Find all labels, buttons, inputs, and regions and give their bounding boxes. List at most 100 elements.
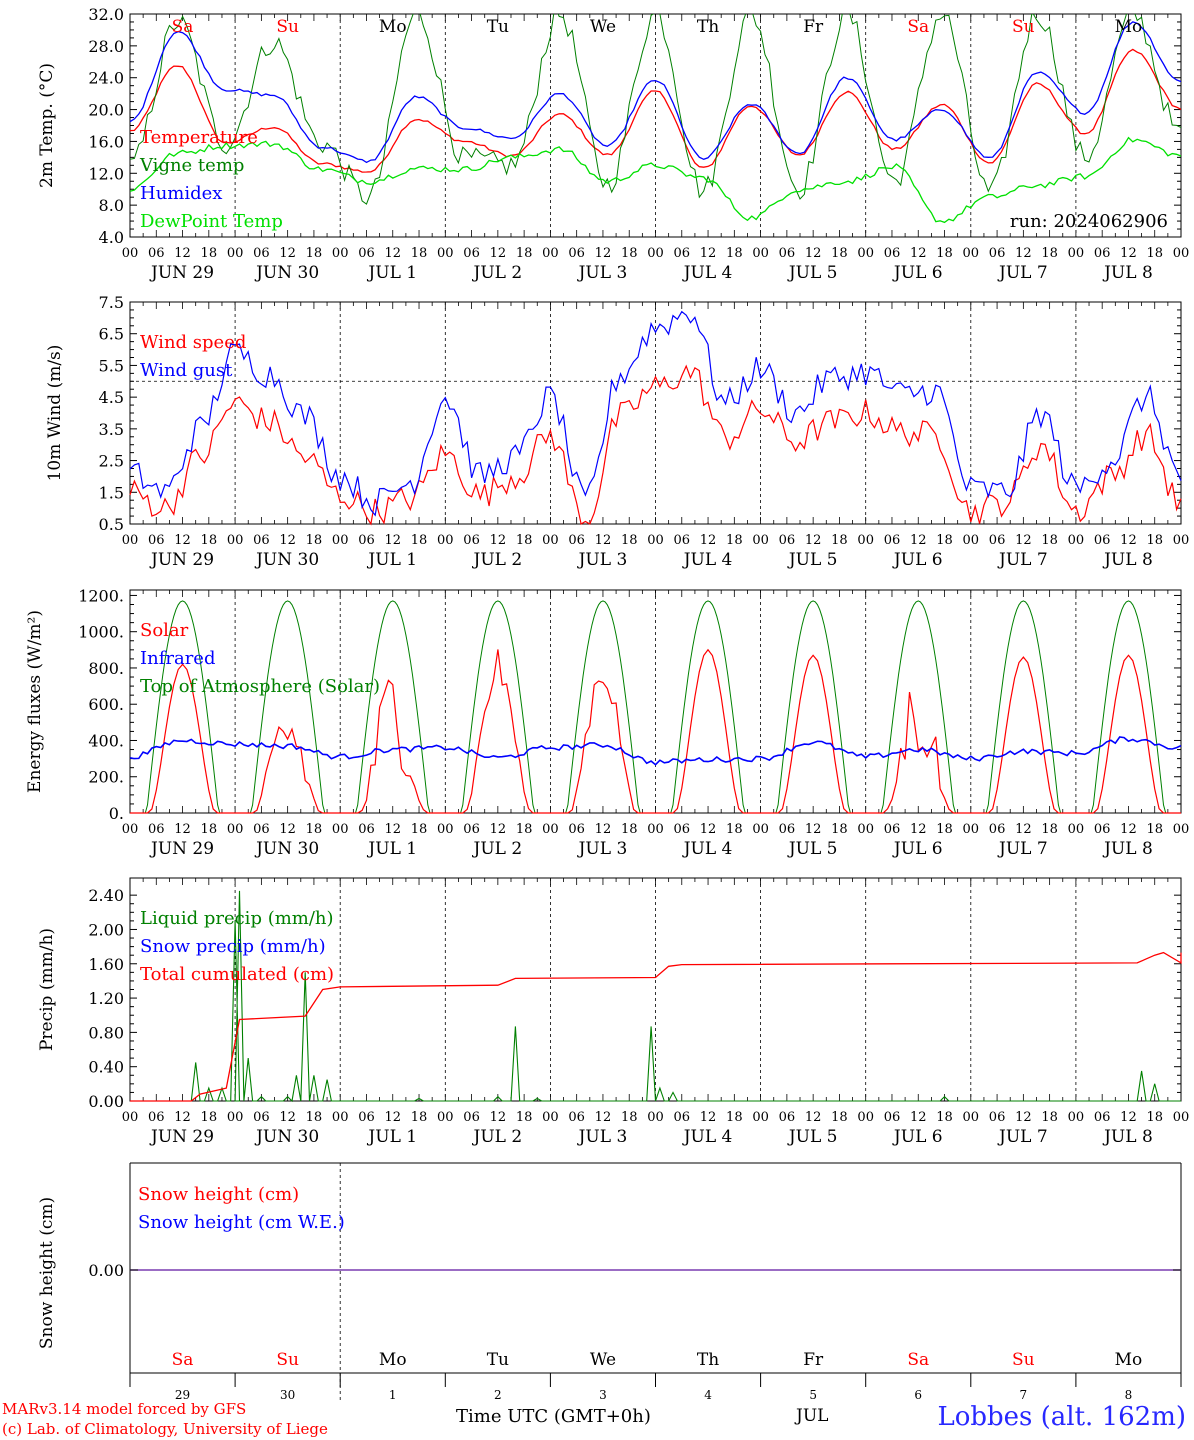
hour-label: 06 — [989, 533, 1006, 548]
hour-label: 12 — [910, 533, 927, 548]
hour-label: 00 — [1068, 246, 1085, 261]
hour-label: 00 — [227, 533, 244, 548]
hour-label: 00 — [1068, 533, 1085, 548]
hour-label: 12 — [174, 533, 191, 548]
day-name-top: We — [590, 17, 616, 37]
hour-label: 00 — [542, 822, 559, 837]
date-label: JUL 1 — [366, 263, 417, 283]
hour-label: 12 — [595, 822, 612, 837]
hour-label: 06 — [989, 822, 1006, 837]
date-label: JUN 30 — [254, 263, 319, 283]
day-name-bottom: We — [590, 1350, 616, 1370]
hour-label: 18 — [306, 533, 323, 548]
hour-label: 12 — [805, 822, 822, 837]
hour-label: 18 — [1146, 822, 1163, 837]
hour-label: 18 — [831, 1110, 848, 1125]
y-tick-label: 1000. — [78, 623, 124, 642]
hour-label: 18 — [936, 533, 953, 548]
panel-5: 0.00 Snow height (cm) Snow height (cm) Snow… — [37, 1162, 1182, 1402]
hour-label: 18 — [411, 1110, 428, 1125]
hour-label: 12 — [174, 246, 191, 261]
hour-label: 18 — [201, 533, 218, 548]
hour-label: 12 — [490, 1110, 507, 1125]
hour-label: 12 — [910, 246, 927, 261]
day-name-top: Fr — [803, 17, 824, 37]
hour-label: 00 — [122, 246, 139, 261]
legend-solar: Solar — [140, 620, 189, 641]
date-label: JUL 8 — [1102, 263, 1153, 283]
y-tick-label: 0.80 — [88, 1023, 124, 1042]
hour-label: 12 — [595, 246, 612, 261]
hour-label: 06 — [674, 246, 691, 261]
hour-label: 12 — [279, 1110, 296, 1125]
hour-label: 12 — [910, 1110, 927, 1125]
day-name-top: Sa — [907, 17, 929, 37]
hour-label: 00 — [647, 1110, 664, 1125]
hour-label: 12 — [805, 1110, 822, 1125]
hour-label: 12 — [384, 1110, 401, 1125]
hour-label: 18 — [516, 822, 533, 837]
hour-label: 12 — [1120, 822, 1137, 837]
y-tick-label: 1.5 — [99, 483, 124, 502]
date-label: JUN 29 — [149, 839, 214, 859]
credit-line-2: (c) Lab. of Climatology, University of L… — [2, 1420, 328, 1438]
hour-label: 18 — [201, 1110, 218, 1125]
hour-label: 00 — [647, 822, 664, 837]
hour-label: 06 — [358, 533, 375, 548]
series-total-cumulated — [130, 951, 1182, 1102]
y-tick-label: 2.5 — [99, 452, 124, 471]
hour-label: 00 — [227, 822, 244, 837]
hour-label: 06 — [674, 822, 691, 837]
hour-label: 00 — [332, 1110, 349, 1125]
hour-label: 12 — [700, 533, 717, 548]
y-tick-label: 1.20 — [88, 989, 124, 1008]
date-label: JUN 30 — [254, 1127, 319, 1147]
legend-snow-height-cm-w-e-: Snow height (cm W.E.) — [138, 1212, 345, 1233]
hour-label: 00 — [1173, 822, 1190, 837]
hour-label: 00 — [122, 533, 139, 548]
date-label: JUL 6 — [892, 263, 943, 283]
panel-4: 0.00 0.40 0.80 1.20 1.60 2.00 2.40 Precip (mm/h… — [37, 877, 1189, 1147]
hour-label: 00 — [752, 1110, 769, 1125]
legend-dewpoint-temp: DewPoint Temp — [140, 211, 283, 232]
hour-label: 06 — [568, 533, 585, 548]
y-tick-label: 28.0 — [88, 37, 124, 56]
date-label: JUL 2 — [472, 550, 523, 570]
hour-label: 18 — [516, 533, 533, 548]
hour-label: 12 — [384, 822, 401, 837]
day-number: 4 — [704, 1388, 712, 1402]
hour-label: 12 — [174, 1110, 191, 1125]
hour-label: 06 — [253, 246, 270, 261]
legend-snow-precip-mm-h-: Snow precip (mm/h) — [140, 936, 326, 957]
hour-label: 06 — [253, 1110, 270, 1125]
y-axis-label: 10m Wind (m/s) — [45, 345, 65, 482]
y-tick-label: 6.5 — [99, 325, 124, 344]
day-number: 1 — [389, 1388, 397, 1402]
hour-label: 18 — [516, 1110, 533, 1125]
hour-label: 18 — [411, 822, 428, 837]
series-liquid-precip — [130, 890, 1181, 1103]
hour-label: 06 — [779, 1110, 796, 1125]
legend-vigne-temp: Vigne temp — [139, 155, 244, 176]
hour-label: 18 — [306, 822, 323, 837]
hour-label: 18 — [621, 533, 638, 548]
hour-label: 00 — [332, 246, 349, 261]
date-label: JUL 4 — [682, 263, 733, 283]
day-name-bottom: Sa — [907, 1350, 929, 1370]
date-label: JUL 3 — [577, 550, 628, 570]
y-tick-label: 2.40 — [88, 886, 124, 905]
y-axis-label: Snow height (cm) — [37, 1197, 57, 1349]
series-wind-speed — [129, 364, 1182, 526]
date-label: JUL 6 — [892, 1127, 943, 1147]
hour-label: 00 — [1068, 822, 1085, 837]
hour-label: 06 — [358, 246, 375, 261]
day-name-top: Th — [697, 17, 719, 37]
hour-label: 00 — [437, 822, 454, 837]
hour-label: 12 — [279, 533, 296, 548]
date-label: JUL 3 — [577, 839, 628, 859]
hour-label: 06 — [148, 246, 165, 261]
date-label: JUL 6 — [892, 550, 943, 570]
hour-label: 00 — [963, 822, 980, 837]
day-name-top: Mo — [1115, 17, 1143, 37]
hour-label: 18 — [831, 533, 848, 548]
